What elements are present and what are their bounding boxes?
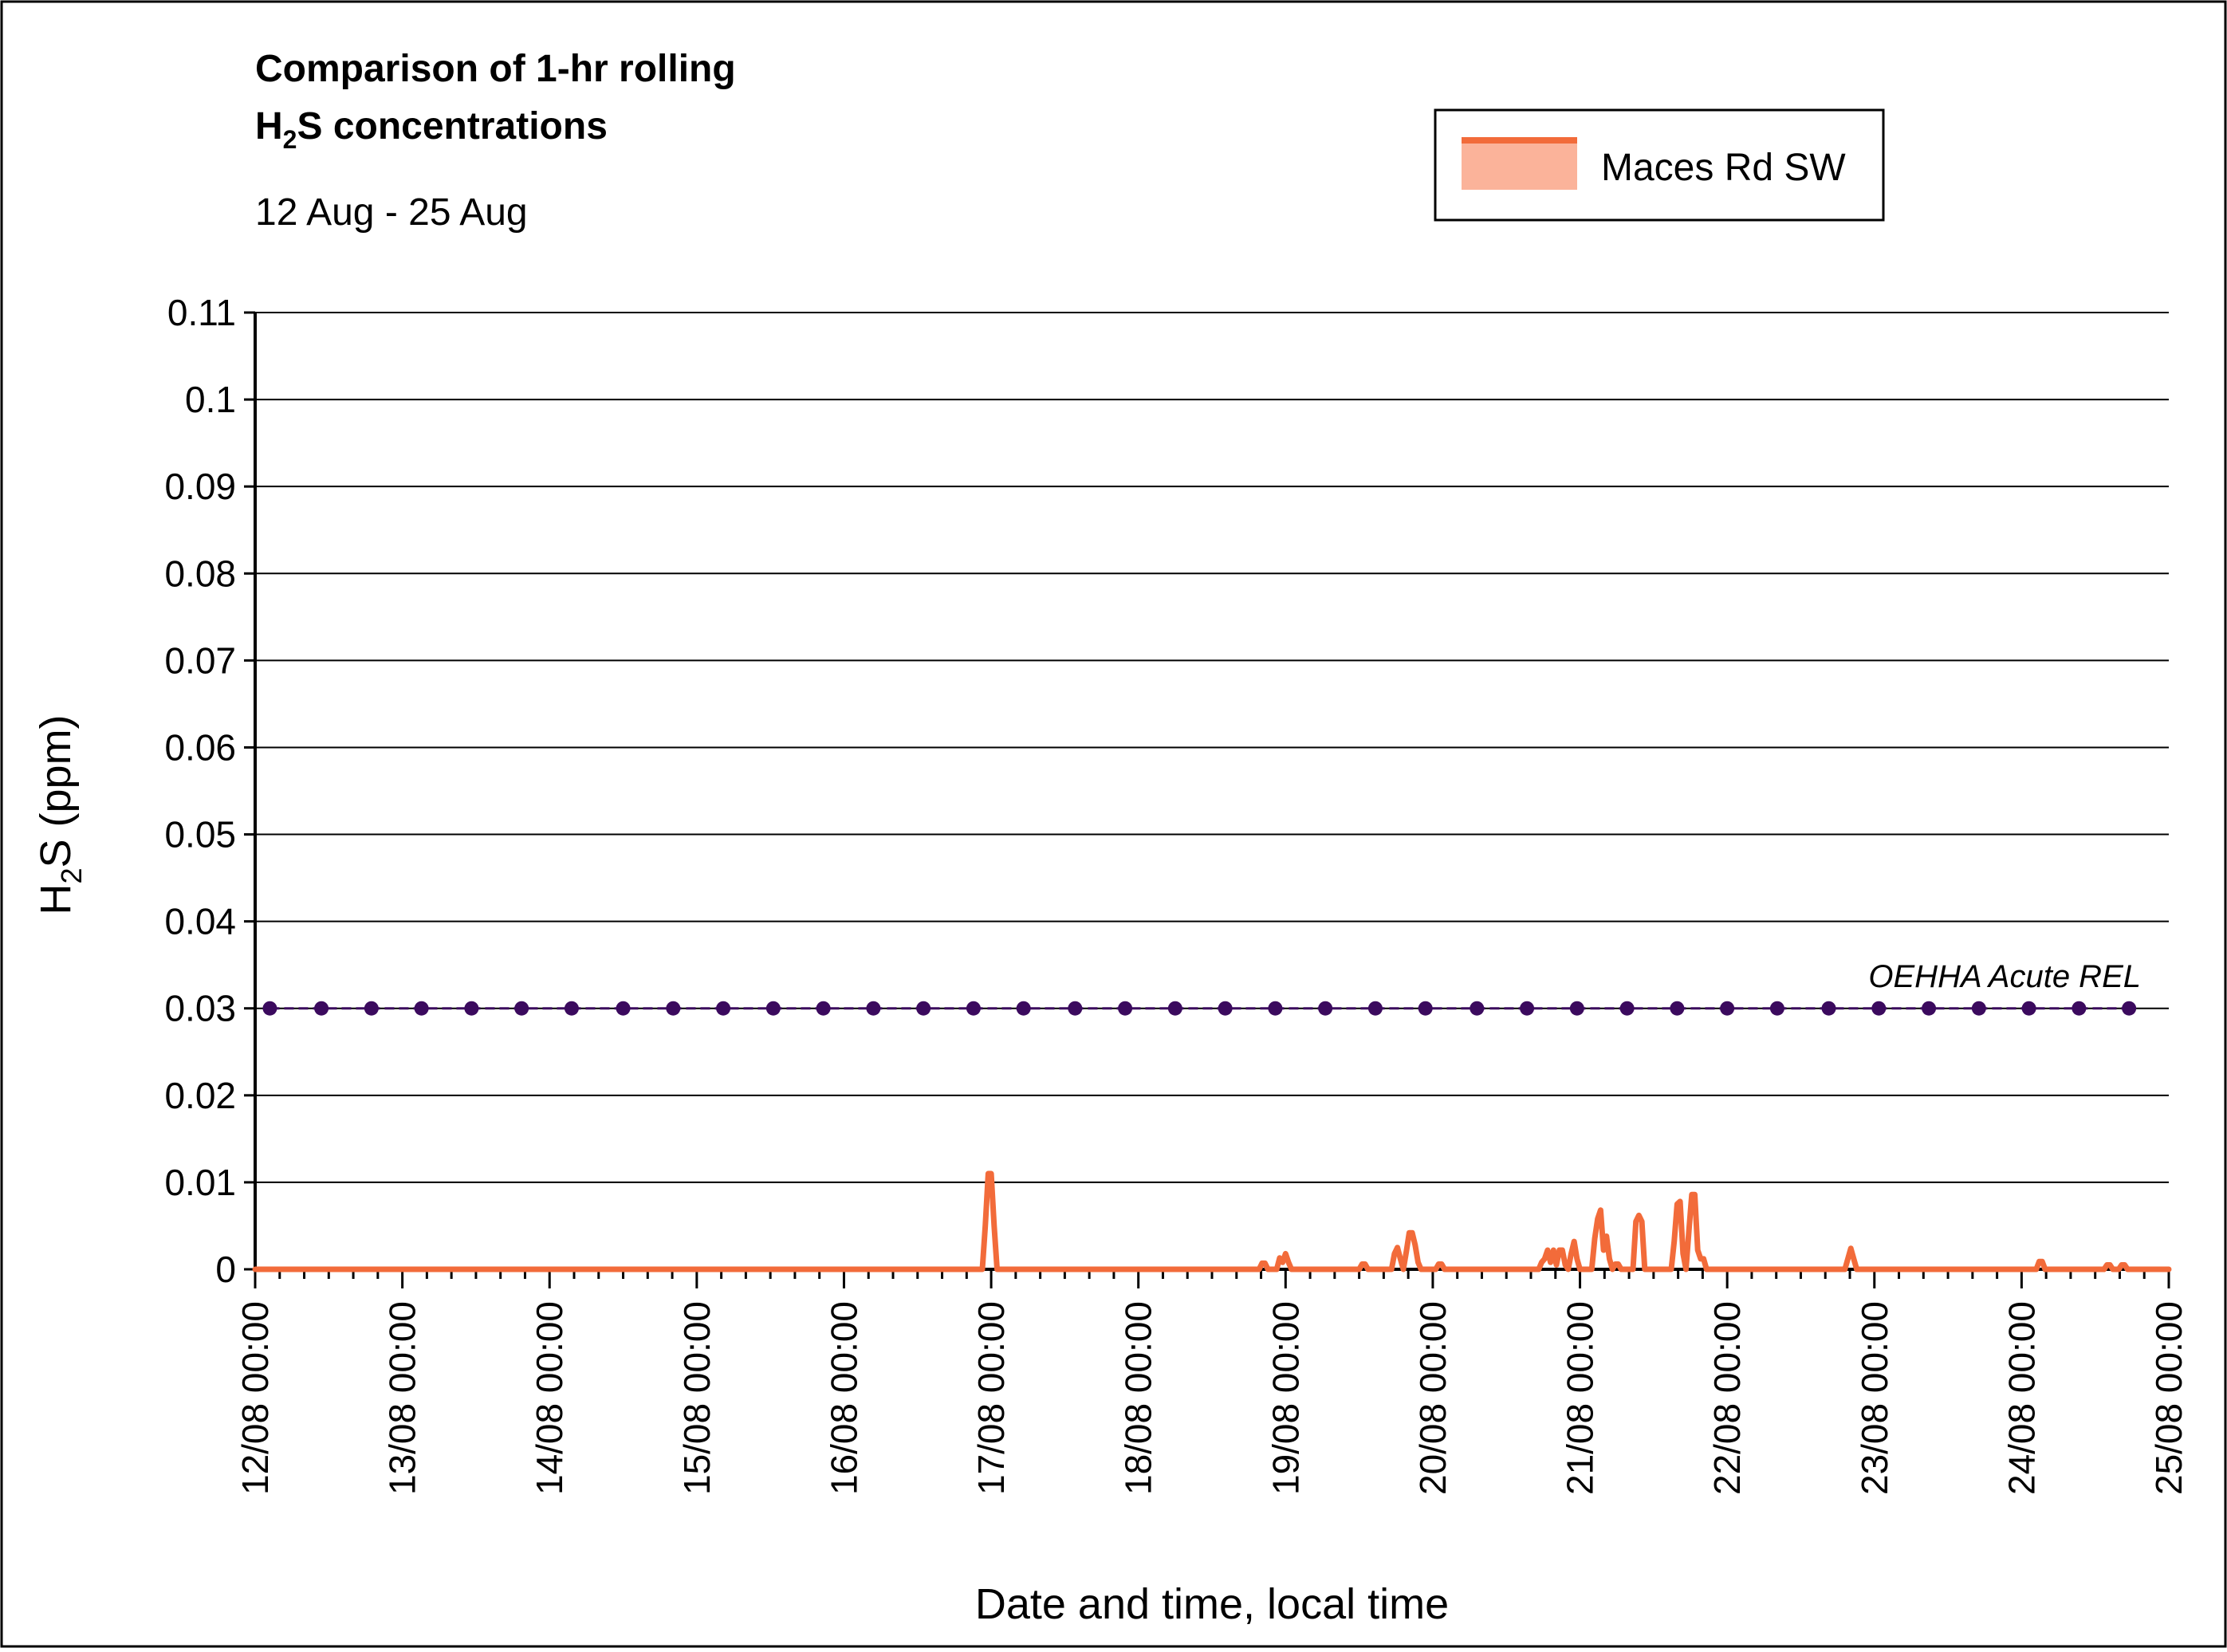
oehha-acute-rel-marker <box>1769 1001 1784 1016</box>
oehha-acute-rel-marker <box>1971 1001 1986 1016</box>
x-tick-label: 15/08 00:00 <box>676 1301 718 1495</box>
y-tick-label: 0.05 <box>164 814 236 856</box>
x-tick-label: 22/08 00:00 <box>1706 1301 1748 1495</box>
title-subscript-2: 2 <box>283 125 297 154</box>
oehha-acute-rel-marker <box>2072 1001 2087 1016</box>
y-tick-label: 0.01 <box>164 1162 236 1203</box>
x-axis-title: Date and time, local time <box>975 1580 1449 1628</box>
x-tick-label: 20/08 00:00 <box>1412 1301 1454 1495</box>
x-tick-label: 23/08 00:00 <box>1854 1301 1895 1495</box>
y-axis-subscript-2: 2 <box>55 868 88 884</box>
maces-rd-sw-line <box>252 1170 2172 1272</box>
y-tick-label: 0.1 <box>185 379 236 420</box>
x-tick-label: 16/08 00:00 <box>823 1301 864 1495</box>
y-tick-labels: 0 0.01 0.02 0.03 0.04 0.05 0.06 0.07 0.08 0.09 0.1… <box>164 292 236 1290</box>
x-tick-label: 19/08 00:00 <box>1265 1301 1306 1495</box>
title-h: H <box>255 105 283 148</box>
x-tick-label: 18/08 00:00 <box>1118 1301 1159 1495</box>
legend-label-maces-rd-sw: Maces Rd SW <box>1601 147 1846 189</box>
oehha-acute-rel-marker <box>765 1001 781 1016</box>
x-tick-label: 25/08 00:00 <box>2148 1301 2190 1495</box>
y-axis-rest: S (ppm) <box>32 714 80 867</box>
oehha-acute-rel-marker <box>1367 1001 1383 1016</box>
oehha-acute-rel-marker <box>1720 1001 1735 1016</box>
oehha-acute-rel-marker <box>666 1001 681 1016</box>
oehha-acute-rel-marker <box>1670 1001 1685 1016</box>
y-tick-label: 0.11 <box>167 292 236 333</box>
y-tick-label: 0.03 <box>164 988 236 1029</box>
oehha-acute-rel-marker <box>616 1001 631 1016</box>
oehha-acute-rel-marker <box>2021 1001 2036 1016</box>
oehha-acute-rel-marker <box>564 1001 579 1016</box>
oehha-acute-rel-marker <box>262 1001 277 1016</box>
oehha-acute-rel-marker <box>716 1001 731 1016</box>
oehha-acute-rel-marker <box>816 1001 831 1016</box>
oehha-acute-rel-marker <box>916 1001 931 1016</box>
oehha-acute-rel-marker <box>1470 1001 1485 1016</box>
oehha-acute-rel-marker <box>1619 1001 1635 1016</box>
oehha-acute-rel-marker <box>1218 1001 1233 1016</box>
x-tick-label: 14/08 00:00 <box>529 1301 570 1495</box>
y-tick-label: 0.07 <box>164 639 236 681</box>
oehha-acute-rel-marker <box>866 1001 881 1016</box>
legend: Maces Rd SW <box>1434 108 1885 222</box>
oehha-acute-rel-marker <box>1118 1001 1133 1016</box>
chart-subtitle: 12 Aug - 25 Aug <box>255 191 528 234</box>
legend-swatch-fill <box>1462 142 1577 190</box>
y-tick-label: 0.04 <box>164 901 236 942</box>
x-tick-label: 21/08 00:00 <box>1560 1301 1601 1495</box>
oehha-acute-rel-marker <box>1569 1001 1584 1016</box>
y-tick-label: 0.02 <box>164 1075 236 1116</box>
grid-layer <box>244 311 2170 1288</box>
y-axis-title: H2S (ppm) <box>32 714 88 914</box>
oehha-acute-rel-marker <box>1520 1001 1535 1016</box>
oehha-acute-rel-marker <box>314 1001 329 1016</box>
title-rest: S concentrations <box>297 105 607 148</box>
oehha-acute-rel-marker <box>1167 1001 1182 1016</box>
y-tick-label: 0.08 <box>164 553 236 594</box>
oehha-acute-rel-marker <box>1821 1001 1836 1016</box>
oehha-acute-rel-marker <box>464 1001 479 1016</box>
x-tick-label: 12/08 00:00 <box>234 1301 276 1495</box>
y-axis-h: H <box>32 884 80 915</box>
series-layer <box>252 1001 2172 1272</box>
oehha-acute-rel-marker <box>364 1001 379 1016</box>
oehha-acute-rel-marker <box>1016 1001 1031 1016</box>
y-tick-label: 0 <box>215 1249 236 1290</box>
oehha-acute-rel-marker <box>1871 1001 1887 1016</box>
oehha-acute-rel-marker <box>1318 1001 1333 1016</box>
oehha-acute-rel-marker <box>1268 1001 1283 1016</box>
oehha-acute-rel-marker <box>414 1001 429 1016</box>
oehha-acute-rel-marker <box>1922 1001 1937 1016</box>
oehha-acute-rel-marker <box>514 1001 529 1016</box>
y-tick-label: 0.06 <box>164 726 236 768</box>
oehha-acute-rel-label: OEHHA Acute REL <box>1868 959 2141 994</box>
x-tick-labels: 12/08 00:00 13/08 00:00 14/08 00:00 15/08 0… <box>234 1301 2190 1495</box>
oehha-acute-rel-marker <box>966 1001 981 1016</box>
x-tick-label: 24/08 00:00 <box>2001 1301 2042 1495</box>
x-tick-label: 13/08 00:00 <box>382 1301 423 1495</box>
oehha-acute-rel-marker <box>1068 1001 1083 1016</box>
oehha-acute-rel-marker <box>2122 1001 2137 1016</box>
oehha-acute-rel-marker <box>1418 1001 1433 1016</box>
x-tick-label: 17/08 00:00 <box>970 1301 1012 1495</box>
chart-title-line1: Comparison of 1-hr rolling <box>255 48 736 90</box>
y-tick-label: 0.09 <box>164 466 236 507</box>
chart-title-line2: H2S concentrations <box>255 105 608 154</box>
